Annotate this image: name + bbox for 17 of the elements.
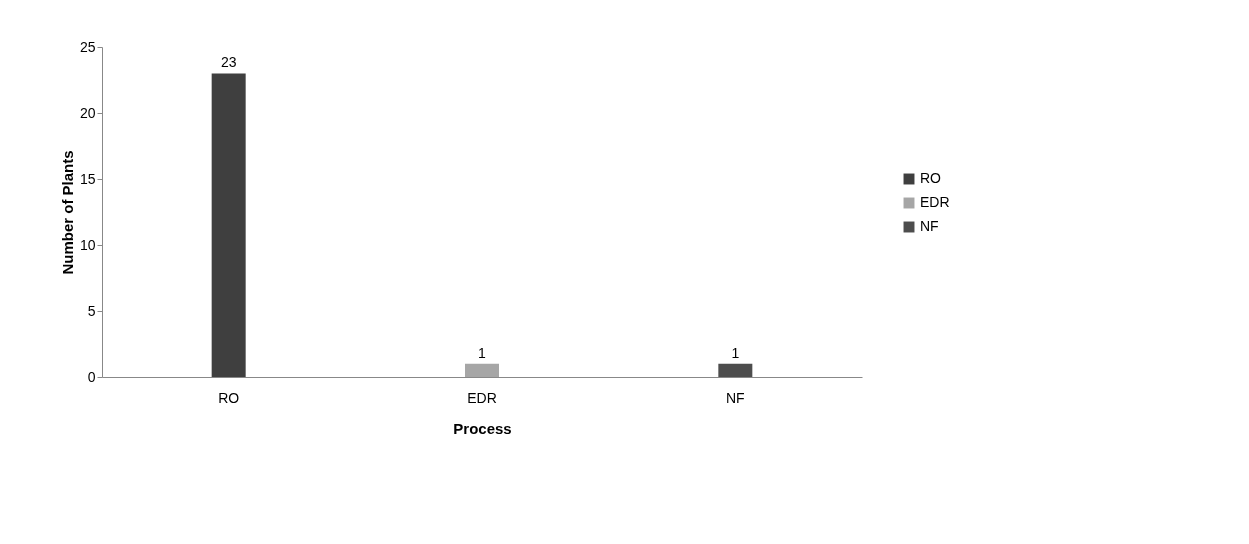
- x-tick-label: RO: [218, 389, 240, 406]
- y-tick-label: 5: [87, 302, 96, 319]
- x-axis-title: Process: [453, 419, 512, 437]
- y-tick-label: 0: [87, 368, 96, 385]
- data-label: 1: [478, 344, 487, 361]
- y-tick-label: 25: [79, 38, 96, 55]
- legend-label: RO: [920, 170, 942, 186]
- data-label: 1: [731, 344, 740, 361]
- legend-label: EDR: [920, 194, 950, 210]
- y-tick-label: 10: [79, 236, 96, 253]
- data-label: 23: [220, 54, 237, 71]
- x-tick-label: EDR: [467, 389, 497, 406]
- x-tick-label: NF: [726, 389, 745, 406]
- legend-label: NF: [920, 218, 939, 234]
- y-axis-title: Number of Plants: [58, 150, 76, 275]
- y-tick-label: 20: [79, 104, 96, 121]
- y-tick-label: 15: [79, 170, 96, 187]
